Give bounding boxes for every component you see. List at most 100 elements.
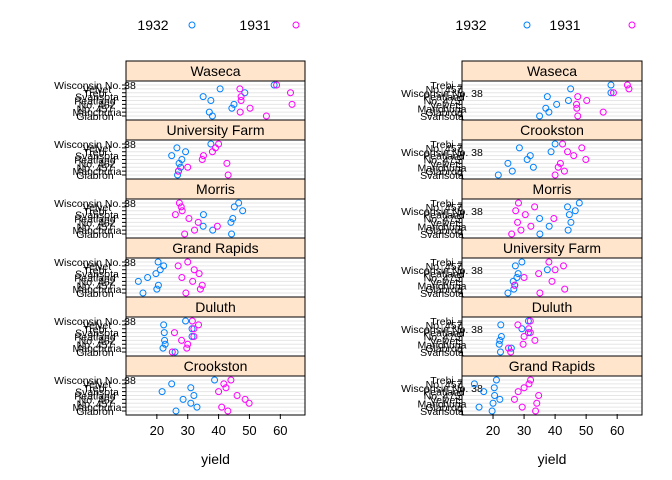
variety-label: Velvet	[430, 276, 459, 288]
point-1931	[519, 340, 527, 348]
point-1931	[220, 380, 228, 388]
point-1931	[554, 163, 562, 171]
point-1931	[245, 399, 253, 407]
variety-label: Peatland	[74, 96, 116, 108]
point-1932	[205, 108, 213, 116]
variety-label: Glabron	[425, 107, 463, 119]
point-1931	[188, 317, 196, 325]
point-1932	[514, 270, 522, 278]
strip-label: Duluth	[532, 299, 572, 315]
point-1931	[526, 329, 534, 337]
variety-label: No. 462	[79, 276, 116, 288]
point-1931	[527, 222, 535, 230]
strip-label: Grand Rapids	[509, 358, 595, 374]
point-1931	[213, 222, 221, 230]
point-1932	[158, 388, 166, 396]
variety-label: No. 462	[79, 335, 116, 347]
point-1932	[161, 340, 169, 348]
point-1931	[599, 108, 607, 116]
variety-label: Svansota	[420, 288, 464, 300]
variety-label: No. 457	[426, 261, 463, 273]
point-1932	[239, 207, 247, 215]
x-tick-label: 60	[273, 423, 287, 438]
point-1931	[582, 156, 590, 163]
point-1932	[489, 399, 497, 407]
point-1932	[188, 333, 196, 340]
variety-label: Peatland	[423, 151, 465, 163]
variety-label: Wisconsin No. 38	[54, 257, 136, 269]
point-1932	[207, 140, 215, 148]
point-1931	[195, 270, 203, 278]
point-1932	[230, 203, 238, 211]
point-1931	[224, 407, 232, 415]
point-1932	[564, 97, 572, 104]
point-1931	[184, 258, 192, 266]
x-tick-label: 60	[610, 423, 624, 438]
panel-morris: MorrisSvansotaGlabronManchuriaVelvetNo. …	[401, 178, 643, 241]
point-1932	[187, 399, 195, 407]
point-1932	[177, 163, 185, 171]
variety-label: Trebi	[83, 265, 107, 277]
variety-label: Glabron	[425, 402, 463, 414]
point-1931	[181, 230, 189, 238]
variety-label: Trebi	[83, 383, 107, 395]
point-1931	[583, 97, 591, 104]
point-1932	[470, 380, 478, 388]
point-1931	[178, 207, 186, 215]
variety-label: Wisconsin No. 38	[54, 80, 136, 92]
variety-label: Svansota	[420, 111, 464, 123]
variety-label: Manchuria	[72, 225, 121, 237]
variety-label: Manchuria	[417, 398, 466, 410]
variety-label: Peatland	[423, 269, 465, 281]
point-1932	[172, 407, 180, 415]
point-1931	[170, 329, 178, 337]
variety-label: No. 457	[426, 143, 463, 155]
point-1931	[262, 112, 270, 120]
variety-label: No. 457	[77, 398, 114, 410]
point-1932	[171, 348, 179, 356]
point-1931	[237, 97, 245, 104]
point-1931	[517, 226, 525, 234]
point-1931	[510, 395, 518, 403]
strip-label: Grand Rapids	[172, 240, 258, 256]
point-1931	[573, 104, 581, 112]
point-1932	[160, 321, 168, 329]
variety-label: Glabron	[76, 111, 114, 123]
point-1932	[496, 348, 504, 356]
strip-label: Waseca	[527, 63, 577, 79]
point-1931	[236, 108, 244, 116]
point-1932	[173, 144, 181, 152]
point-1931	[273, 81, 281, 89]
point-1932	[518, 258, 526, 266]
variety-label: Glabron	[425, 166, 463, 178]
point-1932	[496, 336, 504, 344]
x-tick-label: 50	[579, 423, 593, 438]
legend-marker	[188, 21, 196, 29]
variety-label: Glabron	[76, 229, 114, 241]
point-1931	[191, 226, 199, 234]
point-1931	[198, 281, 206, 289]
point-1932	[190, 392, 198, 399]
point-1931	[177, 203, 185, 211]
point-1931	[182, 289, 190, 297]
point-1931	[625, 85, 633, 93]
variety-label: Glabron	[425, 343, 463, 355]
strip-label: Crookston	[184, 358, 248, 374]
point-1932	[160, 262, 168, 270]
point-1932	[536, 112, 544, 120]
x-tick-label: 30	[517, 423, 531, 438]
variety-label: Peatland	[74, 273, 116, 285]
variety-label: Peatland	[74, 391, 116, 403]
variety-label: Peatland	[423, 92, 465, 104]
point-1931	[574, 112, 582, 120]
point-1932	[228, 104, 236, 112]
variety-label: Glabron	[76, 347, 114, 359]
point-1931	[171, 211, 179, 219]
point-1932	[607, 81, 615, 89]
point-1932	[188, 325, 196, 333]
point-1931	[190, 333, 198, 340]
point-1932	[156, 266, 164, 274]
